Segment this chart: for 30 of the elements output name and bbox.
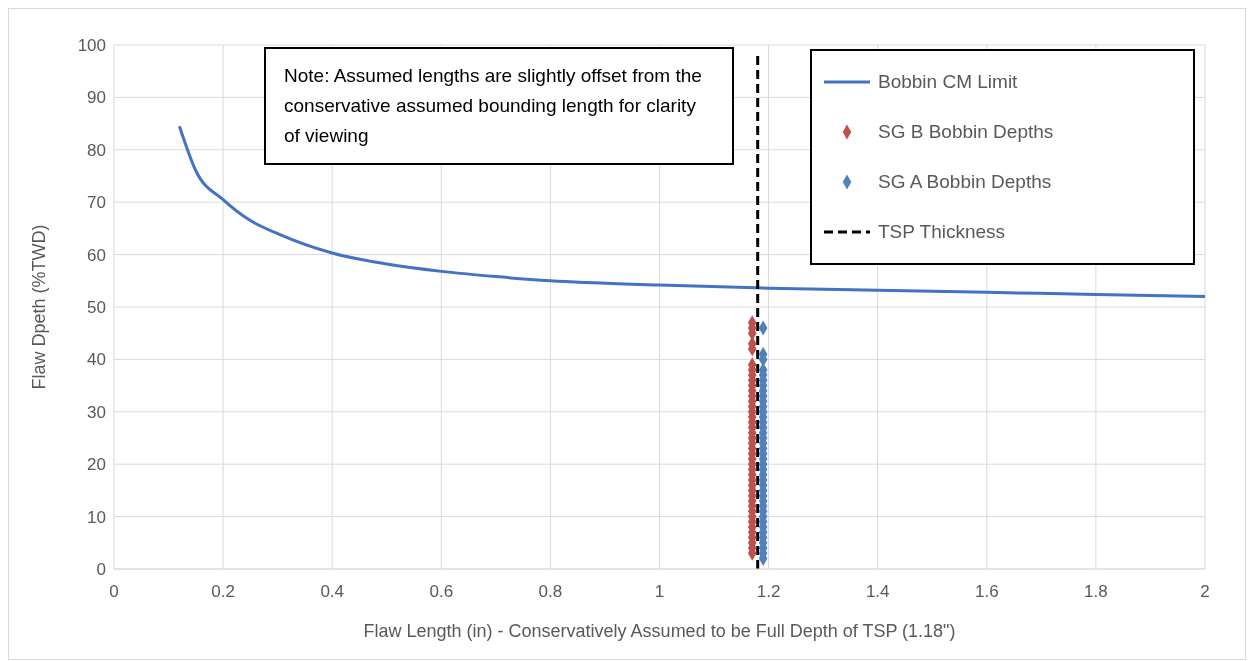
y-tick-label: 60 bbox=[87, 245, 106, 265]
y-tick-label: 70 bbox=[87, 193, 106, 213]
x-axis-title: Flaw Length (in) - Conservatively Assumed to be Full Depth of TSP (1.18") bbox=[363, 621, 956, 641]
legend-label: Bobbin CM Limit bbox=[878, 71, 1018, 93]
x-tick-label: 0.8 bbox=[538, 582, 563, 602]
y-tick-label: 80 bbox=[87, 140, 106, 160]
y-tick-label: 30 bbox=[87, 402, 106, 422]
y-tick-label: 40 bbox=[87, 350, 106, 370]
x-tick-label: 0.2 bbox=[211, 582, 235, 602]
x-tick-label: 1 bbox=[654, 582, 665, 602]
legend-label: SG B Bobbin Depths bbox=[878, 121, 1054, 143]
y-tick-label: 100 bbox=[77, 36, 106, 56]
x-tick-label: 1.2 bbox=[756, 582, 781, 602]
y-tick-label: 50 bbox=[87, 298, 106, 318]
x-tick-label: 0.4 bbox=[320, 582, 345, 602]
x-tick-label: 1.8 bbox=[1084, 582, 1108, 602]
x-tick-label: 1.6 bbox=[974, 582, 999, 602]
y-axis-title: Flaw Dpeth (%TWD) bbox=[29, 224, 50, 390]
y-tick-label: 20 bbox=[87, 455, 106, 475]
y-tick-label: 0 bbox=[96, 560, 106, 580]
y-tick-label: 10 bbox=[87, 507, 106, 527]
line-series bbox=[177, 124, 1205, 299]
annotation: Note: Assumed lengths are slightly offset from the conservative assumed bounding length for clarity of viewing bbox=[264, 47, 734, 165]
x-tick-label: 0 bbox=[109, 582, 119, 602]
legend-label: TSP Thickness bbox=[878, 221, 1006, 243]
x-tick-label: 0.6 bbox=[429, 582, 454, 602]
legend-label: SG A Bobbin Depths bbox=[878, 171, 1052, 193]
x-tick-label: 2 bbox=[1200, 582, 1210, 602]
x-tick-label: 1.4 bbox=[865, 582, 890, 602]
y-tick-label: 90 bbox=[87, 88, 106, 108]
